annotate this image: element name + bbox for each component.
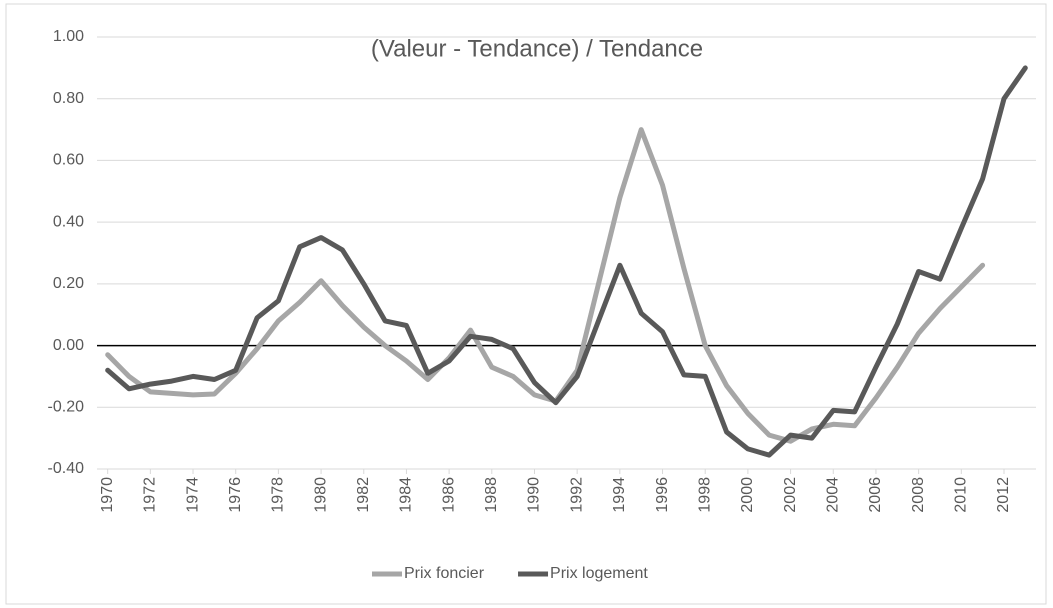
x-tick-label: 1980 [312,477,329,513]
y-tick-label: -0.40 [48,460,85,477]
x-tick-label: 2004 [824,477,841,513]
legend-label: Prix logement [550,565,648,582]
x-tick-label: 1982 [355,477,372,513]
chart-border [5,3,1047,605]
x-tick-label: 2002 [782,477,799,513]
line-series [105,65,1028,458]
x-tick-label: 1994 [611,477,628,513]
y-tick-label: 0.00 [53,337,84,354]
x-tick-label: 2000 [739,477,756,513]
x-tick-label: 2006 [867,477,884,513]
x-tick-label: 1970 [99,477,116,513]
x-tick-label: 1992 [568,477,585,513]
x-tick-label: 1996 [654,477,671,513]
x-tick-label: 2008 [910,477,927,513]
x-tick-label: 1978 [270,477,287,513]
x-tick-label: 1974 [184,477,201,513]
x-tick-label: 1990 [526,477,543,513]
y-tick-label: 1.00 [53,28,84,45]
x-tick-label: 1976 [227,477,244,513]
x-tick-label: 1972 [142,477,159,513]
x-tick-label: 1998 [696,477,713,513]
x-tick-label: 2012 [995,477,1012,513]
x-tick-label: 2010 [953,477,970,513]
y-tick-label: 0.80 [53,90,84,107]
chart-title: (Valeur - Tendance) / Tendance [371,35,703,62]
x-tick-label: 1986 [440,477,457,513]
y-tick-label: 0.40 [53,213,84,230]
x-tick-label: 1984 [398,477,415,513]
legend-label: Prix foncier [404,565,485,582]
line-series [105,127,986,444]
y-tick-label: 0.20 [53,275,84,292]
x-tick-label: 1988 [483,477,500,513]
y-tick-label: -0.20 [48,399,85,416]
y-tick-label: 0.60 [53,152,84,169]
